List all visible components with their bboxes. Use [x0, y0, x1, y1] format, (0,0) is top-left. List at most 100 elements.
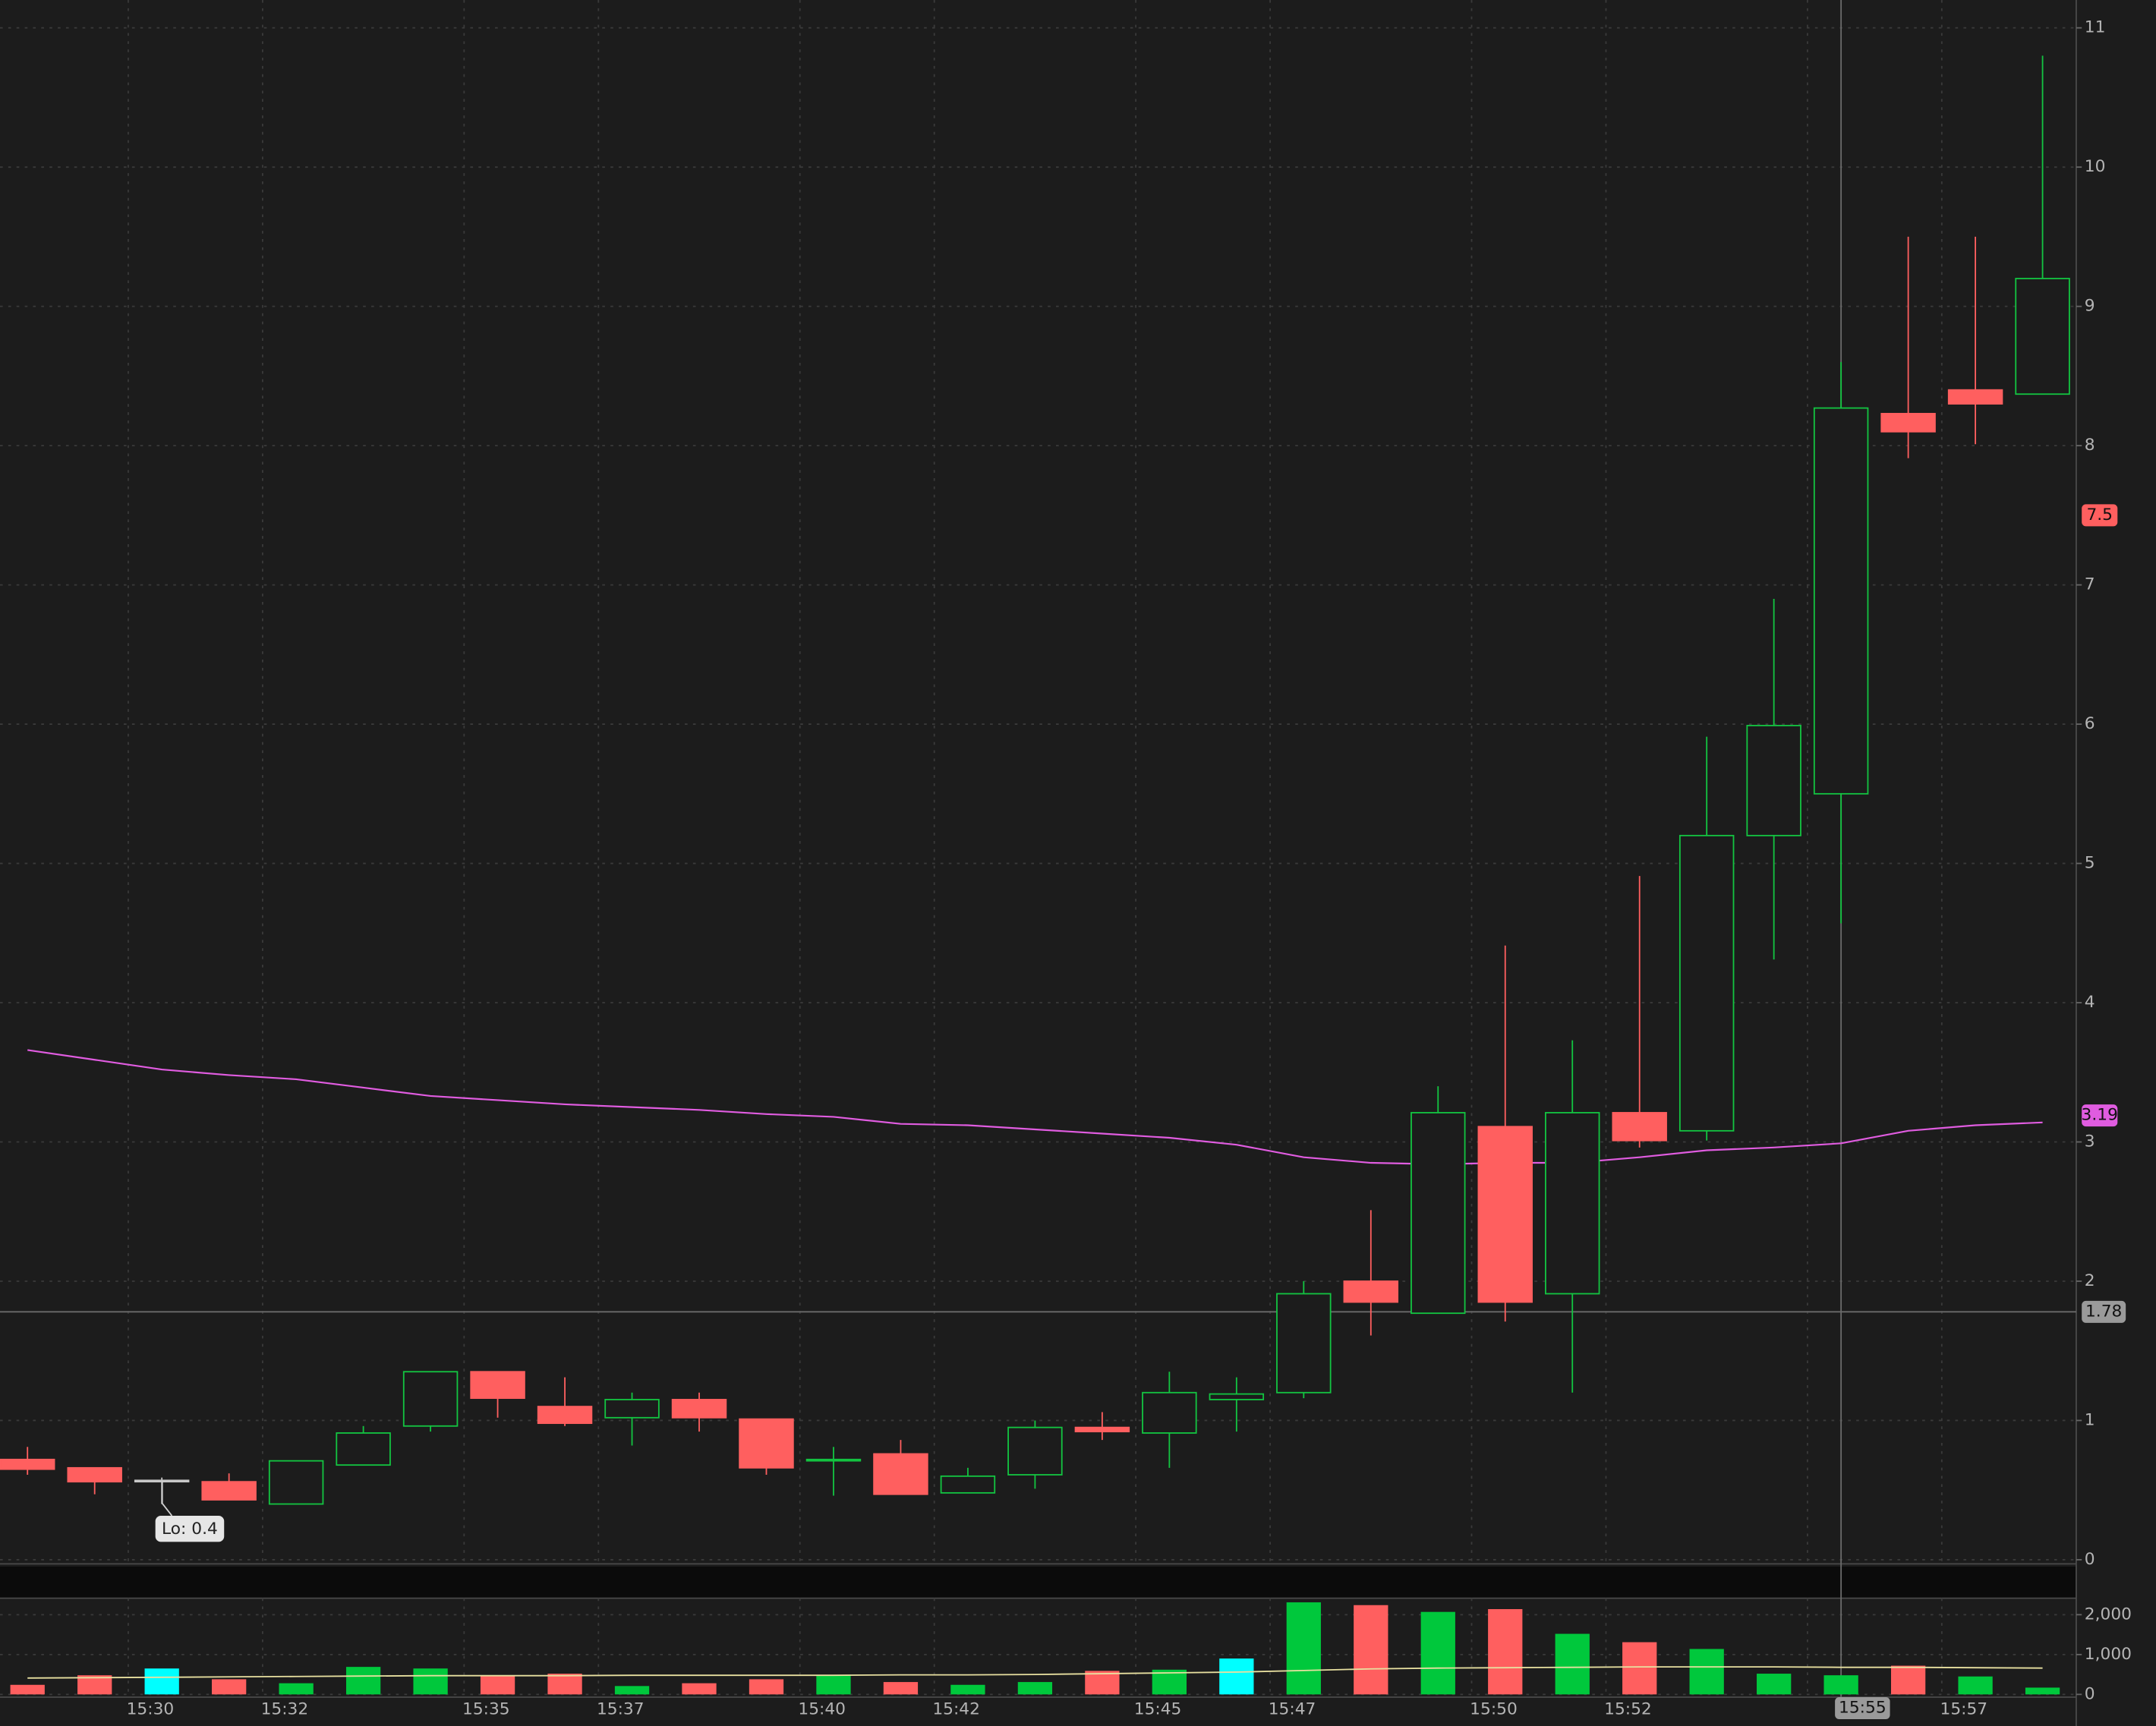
volume-bar	[1622, 1642, 1657, 1695]
y-tick-label: 2,000	[2085, 1605, 2132, 1624]
candle-body	[470, 1371, 525, 1400]
volume-bar	[1555, 1633, 1590, 1695]
volume-bar	[1488, 1609, 1523, 1695]
price-tag-label: 1.78	[2085, 1302, 2122, 1321]
candle-body	[739, 1418, 794, 1469]
candle-body	[0, 1458, 55, 1470]
tooltip-text: Lo: 0.4	[162, 1520, 218, 1539]
candle-body	[1276, 1293, 1332, 1394]
candle-body	[1411, 1112, 1466, 1315]
candle-body	[1947, 389, 2003, 405]
volume-bar	[1689, 1649, 1724, 1695]
volume-bar	[279, 1683, 314, 1695]
y-tick-label: 4	[2085, 993, 2095, 1012]
candle-body	[268, 1460, 324, 1505]
x-tick-label: 15:55	[1839, 1698, 1886, 1717]
candle-body	[1813, 407, 1869, 795]
candle-body	[805, 1458, 862, 1462]
y-tick-label: 9	[2085, 297, 2095, 316]
tooltip: Lo: 0.4	[155, 1481, 225, 1542]
price-tag	[2082, 1300, 2126, 1323]
volume-bar	[212, 1679, 247, 1695]
y-tick-label: 10	[2085, 157, 2106, 176]
candle-body	[537, 1406, 593, 1425]
x-tick-label: 15:30	[127, 1699, 175, 1718]
panel-separator	[0, 1566, 2076, 1598]
volume-bar	[682, 1683, 717, 1695]
x-tick-label: 15:37	[597, 1699, 645, 1718]
volume-bar	[413, 1668, 448, 1695]
volume-bar	[1890, 1665, 1926, 1695]
candle-body	[1007, 1426, 1063, 1476]
volume-bar	[480, 1675, 515, 1695]
volume-bar	[1757, 1674, 1792, 1695]
candle-body	[67, 1466, 122, 1483]
volume-bar	[883, 1682, 919, 1695]
y-tick-label: 5	[2085, 854, 2095, 873]
candle-body	[2015, 278, 2070, 395]
x-tick-label: 15:47	[1269, 1699, 1316, 1718]
crosshair-time-box	[1835, 1696, 1890, 1719]
y-tick-label: 1,000	[2085, 1645, 2132, 1664]
candle-body	[604, 1399, 660, 1419]
candle-body	[1209, 1393, 1265, 1400]
x-tick-label: 15:40	[798, 1699, 846, 1718]
candle-body	[1678, 834, 1735, 1132]
volume-bar	[77, 1675, 112, 1695]
moving-average	[27, 1049, 2043, 1165]
candle-body	[671, 1399, 727, 1419]
price-tag-label: 7.5	[2086, 506, 2113, 524]
volume-bar	[345, 1667, 381, 1695]
candle-body	[336, 1432, 391, 1466]
y-tick-label: 0	[2085, 1684, 2095, 1703]
candle-body	[1880, 413, 1936, 433]
price-tag	[2082, 1104, 2118, 1127]
x-tick-label: 15:42	[932, 1699, 980, 1718]
volume-bar	[816, 1675, 851, 1695]
volume-bar	[950, 1684, 985, 1695]
y-tick-label: 11	[2085, 18, 2106, 37]
tooltip-pointer	[162, 1503, 173, 1517]
volume-bar	[547, 1674, 582, 1695]
y-tick-label: 8	[2085, 436, 2095, 455]
volume-bar	[2025, 1687, 2060, 1695]
candle-body	[1343, 1280, 1399, 1303]
volume-bar	[614, 1686, 650, 1695]
volume-bar	[1286, 1602, 1321, 1695]
y-tick-label: 2	[2085, 1271, 2095, 1290]
volume-bar	[1152, 1669, 1187, 1695]
volume-bar	[144, 1668, 179, 1695]
volume-bar	[10, 1684, 45, 1695]
volume-average	[27, 1666, 2043, 1679]
candle-body	[940, 1475, 996, 1494]
volume-bar	[1420, 1611, 1455, 1695]
x-tick-label: 15:52	[1604, 1699, 1652, 1718]
volume-bar	[1823, 1675, 1858, 1695]
y-tick-label: 0	[2085, 1550, 2095, 1569]
candle-body	[1545, 1112, 1600, 1295]
volume-bar	[1219, 1658, 1254, 1695]
candle-body	[1612, 1112, 1667, 1142]
y-tick-label: 1	[2085, 1410, 2095, 1429]
volume-bar	[749, 1679, 784, 1695]
x-tick-label: 15:45	[1134, 1699, 1182, 1718]
candle-body	[873, 1453, 928, 1495]
x-tick-label: 15:57	[1940, 1699, 1988, 1718]
candle-body	[1074, 1426, 1130, 1433]
volume-bar	[1085, 1671, 1120, 1695]
volume-bar	[1958, 1676, 1993, 1695]
x-tick-label: 15:32	[261, 1699, 309, 1718]
y-tick-label: 3	[2085, 1132, 2095, 1151]
candle-body	[1477, 1126, 1533, 1303]
price-tag-label: 3.19	[2082, 1106, 2118, 1125]
tooltip-box	[155, 1515, 225, 1542]
volume-bar	[1017, 1682, 1053, 1695]
candle-body	[1142, 1391, 1197, 1434]
y-tick-label: 6	[2085, 714, 2095, 733]
candle-body	[1746, 725, 1801, 836]
x-tick-label: 15:35	[462, 1699, 510, 1718]
candle-body	[402, 1371, 459, 1427]
y-tick-label: 7	[2085, 575, 2095, 594]
